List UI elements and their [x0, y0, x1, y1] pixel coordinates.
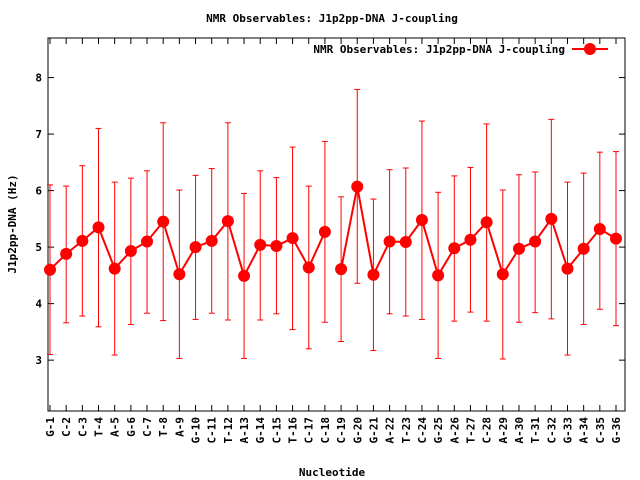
- data-point: [448, 242, 461, 255]
- data-point: [561, 262, 574, 275]
- x-tick-label: A-30: [513, 417, 526, 444]
- data-point: [383, 235, 396, 248]
- data-point: [286, 232, 299, 245]
- x-tick-label: C-2: [60, 417, 73, 437]
- x-tick-label: A-9: [173, 417, 186, 437]
- x-tick-label: C-32: [545, 417, 558, 444]
- y-tick-label: 8: [35, 72, 42, 85]
- x-tick-label: T-31: [529, 417, 542, 444]
- x-tick-label: A-22: [384, 417, 397, 444]
- x-tick-label: G-10: [190, 417, 203, 444]
- x-axis-label: Nucleotide: [299, 466, 366, 479]
- data-point: [464, 233, 477, 246]
- data-point: [399, 236, 412, 249]
- data-point: [108, 262, 121, 275]
- x-tick-label: A-5: [109, 417, 122, 437]
- y-tick-label: 7: [35, 128, 42, 141]
- y-tick-label: 4: [35, 298, 42, 311]
- data-point: [496, 268, 509, 281]
- data-point: [270, 239, 283, 252]
- data-point: [238, 269, 251, 282]
- x-tick-label: C-17: [303, 417, 316, 444]
- data-point: [415, 213, 428, 226]
- data-point: [529, 235, 542, 248]
- y-tick-label: 6: [35, 185, 42, 198]
- x-tick-label: G-6: [125, 417, 138, 437]
- series-lines: [49, 186, 617, 279]
- x-tick-label: T-8: [157, 417, 170, 437]
- y-axis-label: J1p2pp-DNA (Hz): [6, 174, 19, 273]
- y-axis: 3 4 5 6 7 8: [35, 72, 625, 367]
- data-point: [593, 223, 606, 236]
- data-point: [512, 242, 525, 255]
- x-tick-label: C-15: [270, 417, 283, 444]
- data-point: [221, 215, 234, 228]
- x-tick-label: G-1: [44, 417, 57, 437]
- data-point: [124, 245, 137, 258]
- data-point: [141, 235, 154, 248]
- data-point: [302, 261, 315, 274]
- data-point: [254, 238, 267, 251]
- error-bars: [47, 88, 619, 360]
- x-tick-label: A-34: [578, 417, 591, 444]
- data-point: [432, 269, 445, 282]
- series-line: [340, 186, 617, 278]
- plot-frame: [47, 37, 626, 412]
- x-axis: G-1 C-2 C-3 T-4 A-5 G-6 C-7 T-8 A-9 G-10 C-11 T-12 A…: [44, 38, 623, 444]
- x-tick-label: A-29: [497, 417, 510, 444]
- legend-label: NMR Observables: J1p2pp-DNA J-coupling: [313, 43, 565, 56]
- x-tick-label: T-27: [464, 417, 477, 444]
- x-tick-label: C-28: [481, 417, 494, 444]
- x-tick-label: T-16: [287, 417, 300, 444]
- x-tick-label: G-14: [254, 417, 267, 444]
- x-tick-label: A-26: [448, 417, 461, 444]
- x-tick-label: C-7: [141, 417, 154, 437]
- chart-title: NMR Observables: J1p2pp-DNA J-coupling: [206, 12, 458, 25]
- data-point: [480, 216, 493, 229]
- x-tick-label: C-18: [319, 417, 332, 444]
- data-point: [610, 232, 622, 245]
- x-tick-label: C-11: [206, 417, 219, 444]
- data-point: [157, 215, 170, 228]
- x-tick-label: A-13: [238, 417, 251, 444]
- data-point: [577, 242, 590, 255]
- legend: NMR Observables: J1p2pp-DNA J-coupling: [313, 43, 608, 56]
- data-point: [44, 263, 56, 276]
- x-tick-label: T-4: [93, 417, 106, 437]
- data-point: [335, 263, 348, 276]
- data-point: [92, 221, 105, 234]
- x-tick-label: T-12: [222, 417, 235, 444]
- data-point: [545, 212, 558, 225]
- data-point: [189, 241, 202, 254]
- x-tick-label: G-36: [610, 417, 623, 444]
- x-tick-label: G-33: [561, 417, 574, 444]
- x-tick-label: T-23: [400, 417, 413, 444]
- x-tick-label: G-25: [432, 417, 445, 444]
- y-tick-label: 5: [35, 241, 42, 254]
- series-points: [44, 180, 622, 282]
- x-tick-label: C-19: [335, 417, 348, 444]
- data-point: [60, 247, 73, 260]
- series-line: [49, 219, 326, 279]
- data-point: [173, 268, 186, 281]
- data-point: [318, 225, 331, 238]
- x-tick-label: C-24: [416, 417, 429, 444]
- x-tick-label: C-3: [76, 417, 89, 437]
- x-tick-label: C-35: [594, 417, 607, 444]
- legend-marker: [584, 43, 596, 55]
- x-tick-label: G-21: [367, 417, 380, 444]
- y-tick-label: 3: [35, 354, 42, 367]
- data-point: [367, 268, 380, 281]
- data-point: [76, 234, 89, 247]
- data-point: [205, 234, 218, 247]
- data-point: [351, 180, 364, 193]
- x-tick-label: G-20: [351, 417, 364, 444]
